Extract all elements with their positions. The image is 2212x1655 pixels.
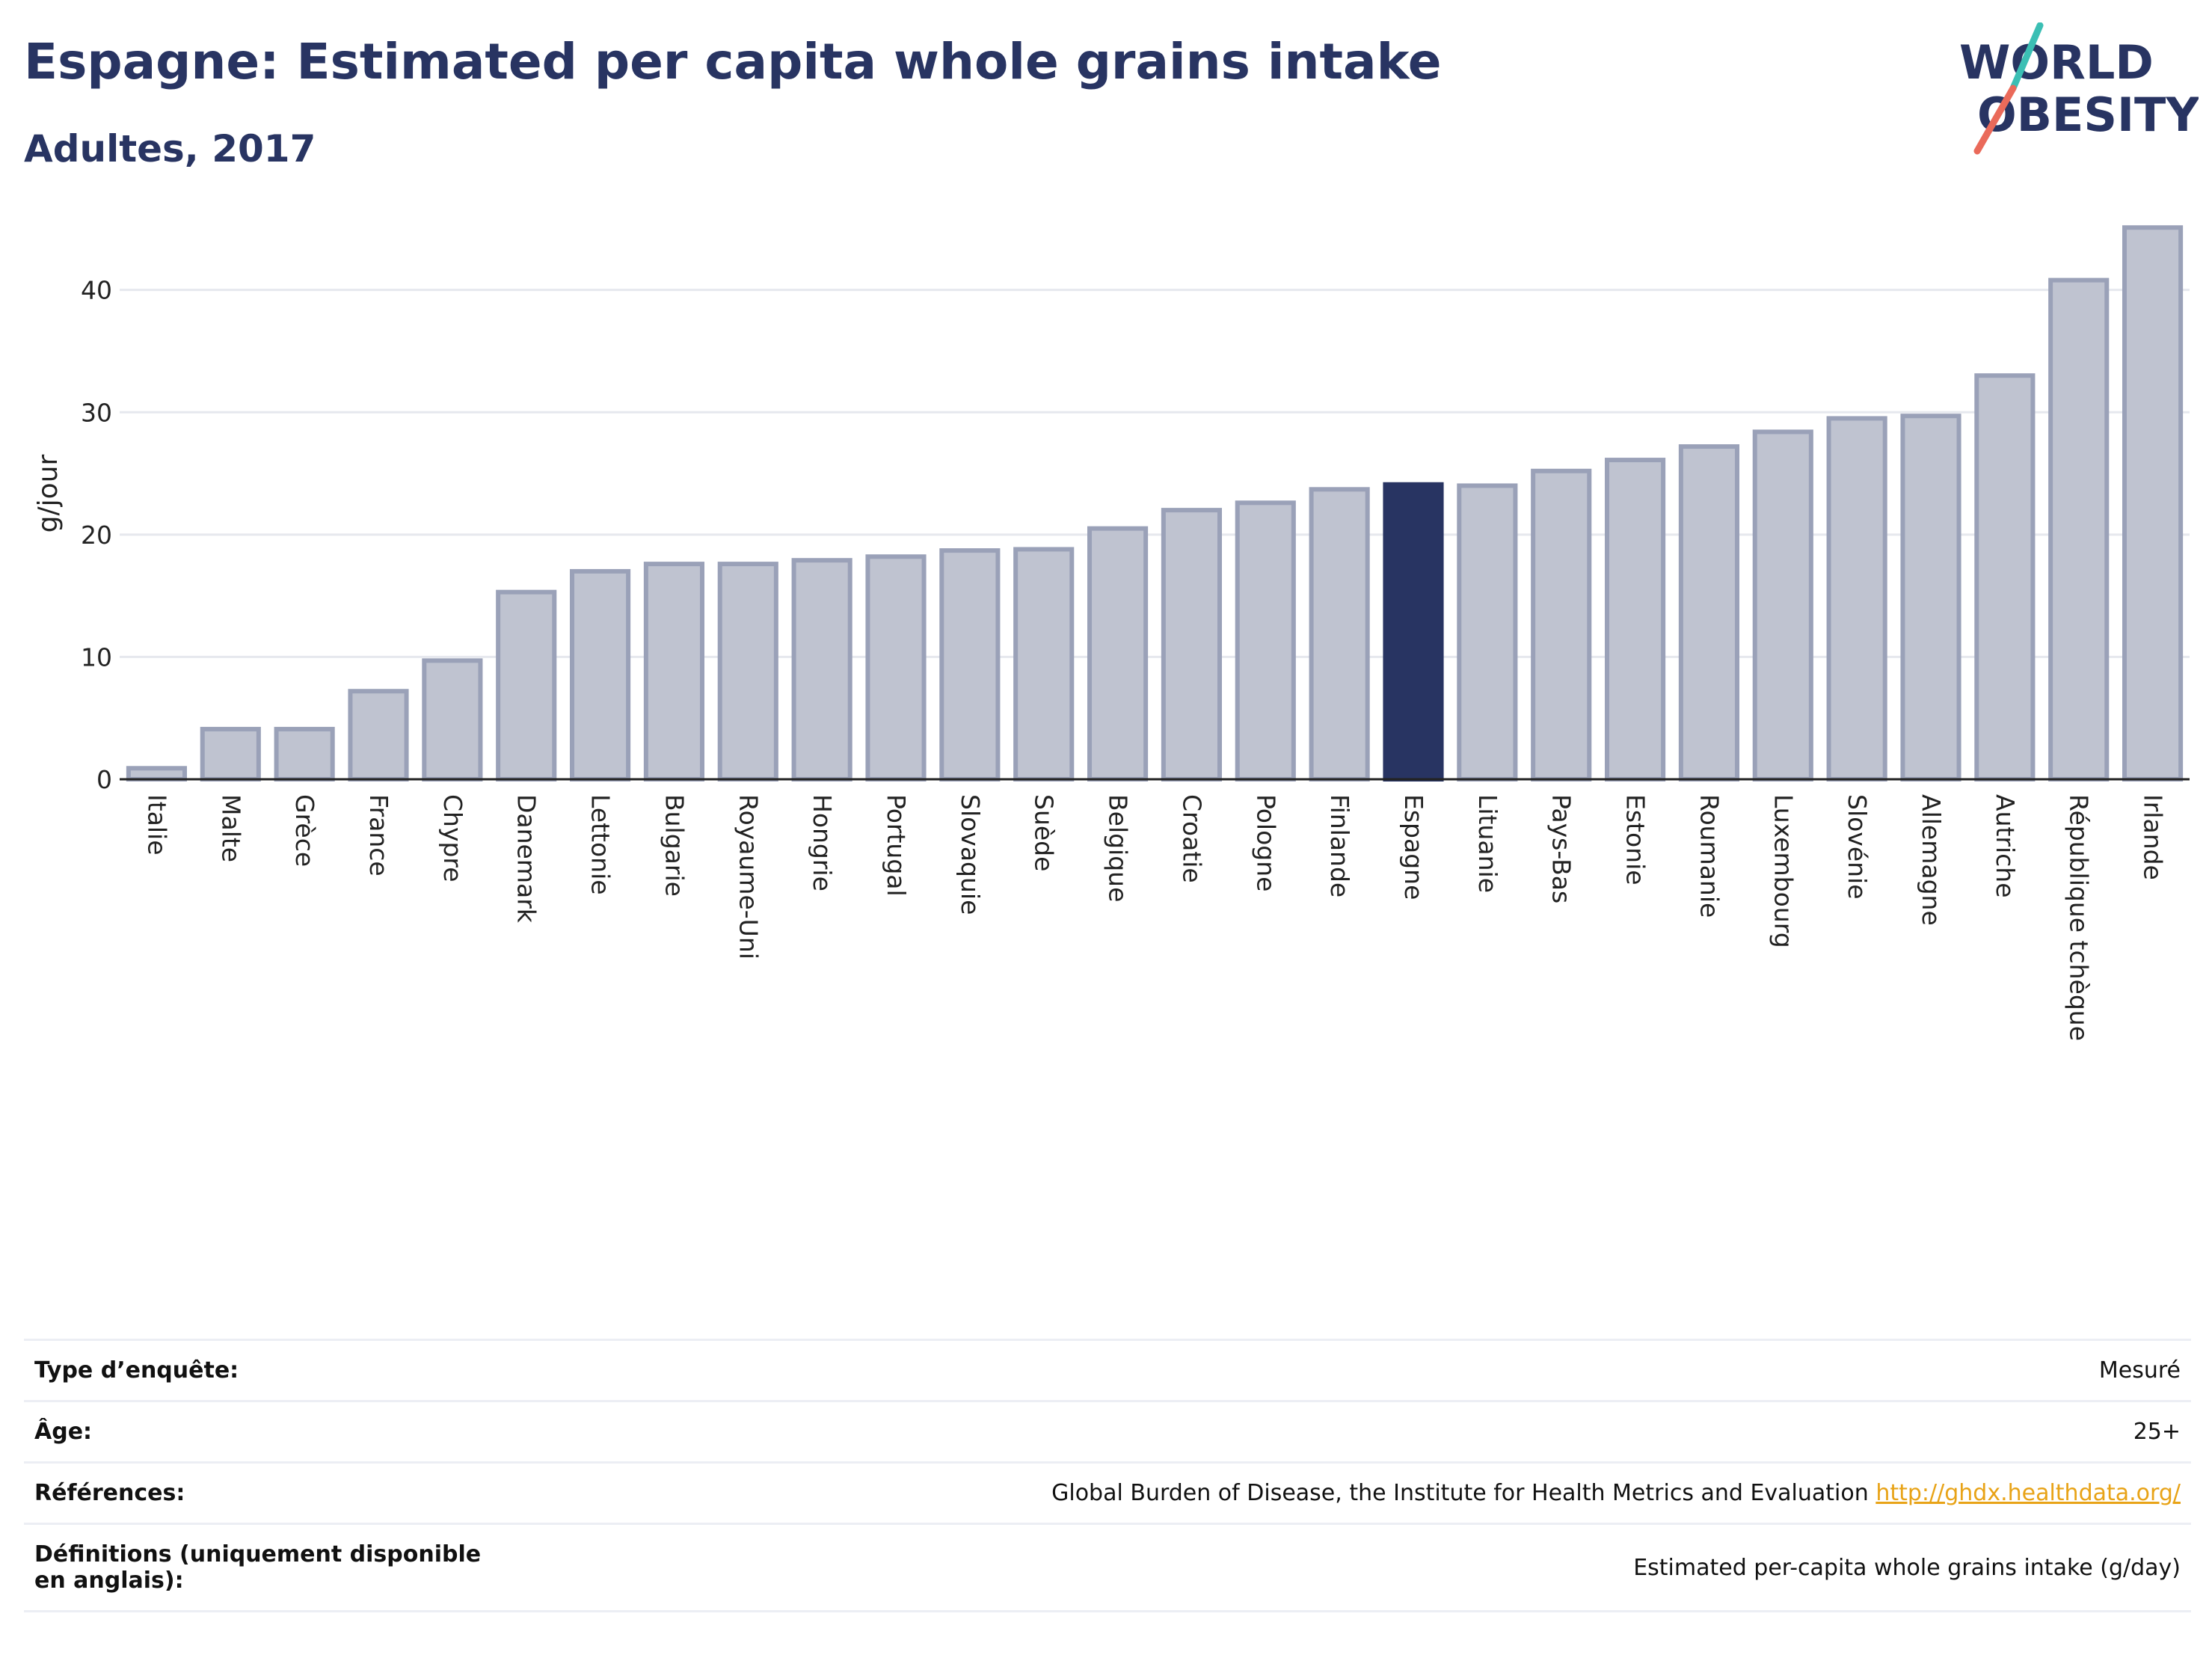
x-tick-label: Croatie [1177,794,1206,883]
x-tick-label: Allemagne [1917,794,1946,926]
page-title: Espagne: Estimated per capita whole grai… [24,33,1442,90]
bar-chypre [422,658,483,782]
x-tick-label: Malte [216,794,245,862]
x-tick-label: Luxembourg [1769,794,1798,948]
info-value-text: Mesuré [2098,1357,2181,1384]
x-tick-label: Royaume-Uni [734,794,763,959]
world-obesity-logo: WORLD OBESITY [1959,22,2199,155]
info-value-text: Global Burden of Disease, the Institute … [1051,1480,1869,1506]
page-subtitle: Adultes, 2017 [24,127,316,171]
x-tick-label: Slovaquie [956,794,985,915]
info-label: Définitions (uniquement disponible en an… [34,1541,482,1594]
logo-word-obesity: OBESITY [1977,87,2199,142]
bar-estonie [1605,458,1666,782]
bar-finlande [1309,487,1370,782]
x-tick-label: Danemark [512,794,541,924]
bar-hongrie [791,558,852,782]
x-tick-label: Lettonie [586,794,615,895]
info-value-text: Estimated per-capita whole grains intake… [1633,1554,2181,1581]
bar-luxembourg [1752,429,1813,782]
bar-roumanie [1678,444,1739,782]
bar-allemagne [1900,414,1961,782]
info-table: Type d’enquête: Mesuré Âge: 25+ Références: G… [24,1339,2191,1612]
info-value: Mesuré [523,1340,2191,1401]
y-tick-label: 30 [81,398,112,427]
y-axis-ticks: 0 10 20 30 40 [81,276,112,794]
x-tick-label: Slovénie [1843,794,1872,900]
bar-chart: 0 10 20 30 40 Italie Malte Grèce France Chypre Da… [33,225,2190,1041]
bar-bulgarie [643,562,704,782]
bar-slovaquie [939,548,1001,782]
x-tick-label: Belgique [1104,794,1133,902]
x-tick-label: Portugal [882,794,911,897]
info-row: Références: Global Burden of Disease, the… [24,1462,2191,1524]
x-tick-label: Espagne [1399,794,1428,900]
bar-portugal [865,554,927,782]
x-tick-label: République tchèque [2065,794,2094,1041]
bar-slovénie [1826,416,1887,782]
info-label: Type d’enquête: [34,1357,239,1384]
y-tick-label: 0 [96,765,112,794]
x-tick-label: Estonie [1621,794,1650,885]
info-label: Âge: [34,1419,93,1445]
y-axis-label: g/jour [33,454,64,532]
y-tick-label: 10 [81,642,112,672]
info-value: 25+ [523,1401,2191,1463]
bar-france [348,689,409,782]
x-tick-label: Pays-Bas [1547,794,1576,903]
bar-république-tchèque [2048,277,2110,782]
x-tick-label: Chypre [438,794,467,882]
bar-italie [126,766,187,782]
x-tick-label: Bulgarie [660,794,689,897]
x-tick-label: Hongrie [808,794,837,891]
info-label: Références: [34,1480,185,1506]
reference-link[interactable]: http://ghdx.healthdata.org/ [1875,1480,2181,1506]
x-tick-label: Pologne [1251,794,1280,891]
info-row: Définitions (uniquement disponible en an… [24,1523,2191,1612]
x-tick-label: Grèce [290,794,319,867]
y-tick-label: 20 [81,521,112,550]
y-tick-label: 40 [81,276,112,305]
bar-lettonie [570,568,631,782]
x-tick-label: Suède [1030,794,1059,871]
x-tick-label: Roumanie [1695,794,1724,918]
x-tick-label: Autriche [1991,794,2020,898]
bar-pays-bas [1531,468,1592,782]
info-value-text: 25+ [2133,1419,2181,1445]
x-tick-label: Italie [142,794,171,856]
bars [126,225,2184,782]
info-row: Âge: 25+ [24,1401,2191,1463]
info-value: Estimated per-capita whole grains intake… [523,1524,2191,1612]
bar-malte [200,726,261,782]
bar-croatie [1161,508,1222,782]
bar-grèce [274,726,335,782]
x-tick-label: Finlande [1325,794,1354,897]
info-row: Type d’enquête: Mesuré [24,1339,2191,1401]
bar-espagne [1383,482,1444,782]
x-axis-ticks: Italie Malte Grèce France Chypre Danemark Lett… [142,794,2167,1041]
bar-belgique [1087,526,1149,782]
bar-lituanie [1457,483,1518,782]
info-value: Global Burden of Disease, the Institute … [523,1463,2191,1524]
bar-danemark [496,589,557,782]
x-tick-label: Lituanie [1473,794,1502,893]
bar-irlande [2122,225,2184,782]
bar-suède [1013,547,1075,782]
bar-royaume-uni [717,562,778,782]
logo-word-world: WORLD [1959,35,2154,90]
x-tick-label: France [364,794,393,876]
bar-pologne [1235,500,1296,782]
bar-autriche [1974,373,2036,782]
x-tick-label: Irlande [2139,794,2168,880]
